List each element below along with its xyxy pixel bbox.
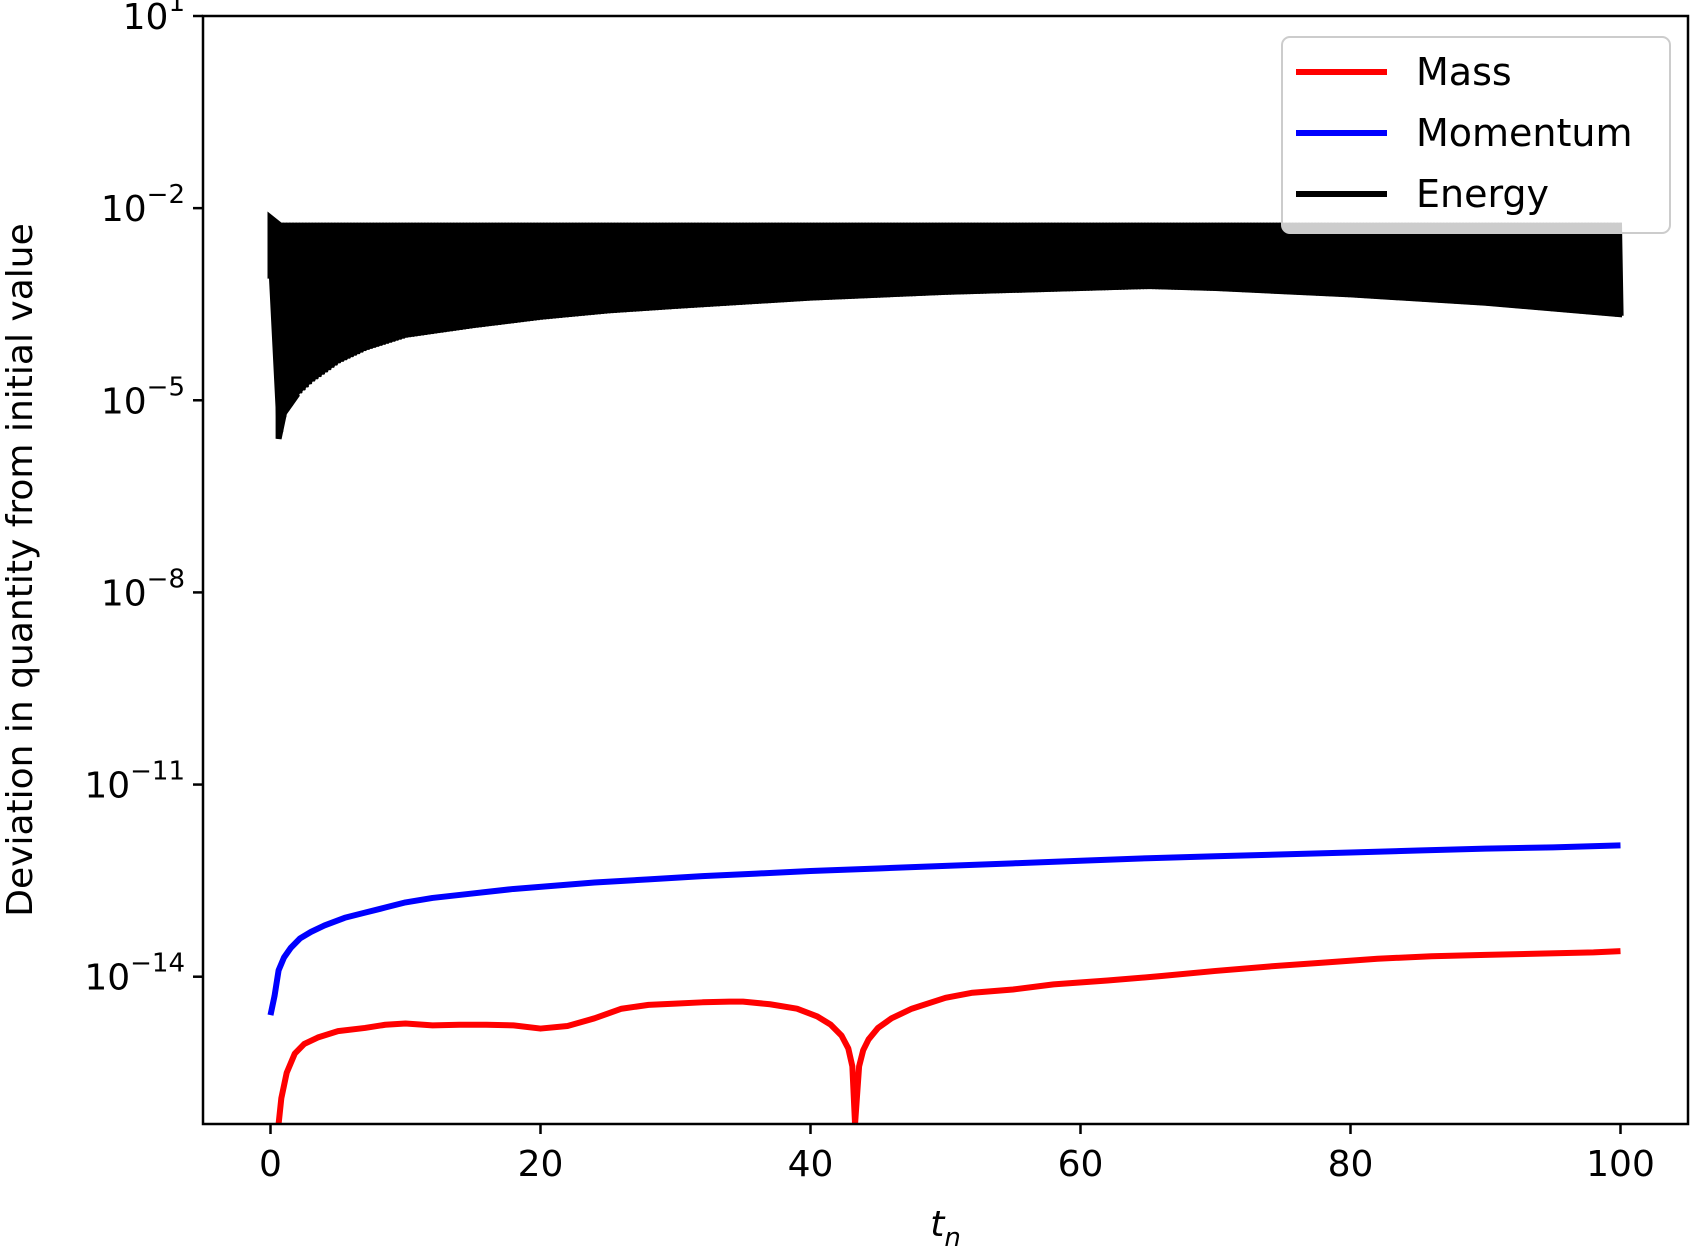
legend-box [1281,36,1671,234]
series-energy-dip [267,211,300,440]
y-tick-label: 10−11 [84,757,185,807]
x-tick-label: 20 [518,1144,564,1185]
y-axis-label: Deviation in quantity from initial value [0,223,41,916]
x-tick-label: 60 [1058,1144,1104,1185]
y-tick-label: 101 [123,0,185,38]
y-tick-label: 10−8 [101,564,185,614]
y-axis: 101 10−2 10−5 10−8 10−11 10−14 [84,0,203,999]
series-momentum-line [267,842,1621,1016]
x-tick-label: 0 [259,1144,282,1185]
legend-label-energy: Energy [1416,172,1549,216]
legend: Mass Momentum Energy [1281,36,1671,234]
x-axis-label: tn [930,1204,961,1253]
series-energy-fill [269,222,1622,440]
series-layer [267,211,1624,1124]
x-axis-label-main: t [930,1204,946,1245]
series-mass-line [275,948,1621,1124]
x-tick-label: 80 [1328,1144,1374,1185]
x-tick-label: 100 [1586,1144,1655,1185]
x-axis: 0 20 40 60 80 100 [259,1124,1655,1185]
y-tick-label: 10−14 [84,949,185,999]
y-tick-label: 10−2 [101,180,185,230]
legend-label-momentum: Momentum [1416,111,1633,155]
plot-area-frame [201,14,1690,1126]
y-tick-label: 10−5 [101,372,185,422]
x-tick-label: 40 [788,1144,834,1185]
x-axis-label-subscript: n [944,1223,960,1253]
legend-label-mass: Mass [1416,50,1512,94]
